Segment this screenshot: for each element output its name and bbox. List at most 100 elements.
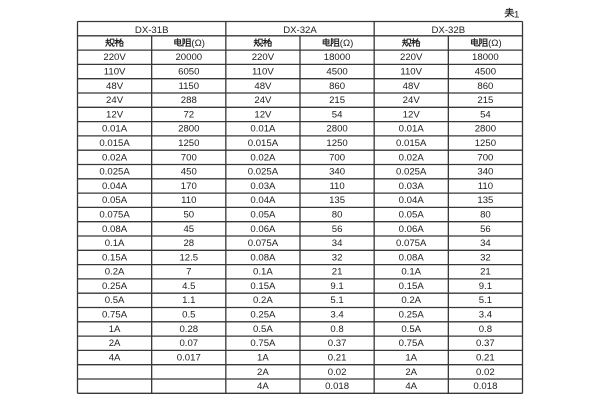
svg-text:220V: 220V xyxy=(400,52,423,63)
svg-text:DX-31B: DX-31B xyxy=(135,25,169,36)
svg-text:0.04A: 0.04A xyxy=(102,181,128,192)
svg-text:340: 340 xyxy=(329,167,345,178)
svg-text:28: 28 xyxy=(183,238,194,249)
svg-text:0.15A: 0.15A xyxy=(250,281,276,292)
svg-text:3.4: 3.4 xyxy=(479,310,493,321)
svg-text:0.05A: 0.05A xyxy=(399,210,425,221)
svg-text:21: 21 xyxy=(480,267,491,278)
svg-text:0.06A: 0.06A xyxy=(250,224,276,235)
svg-text:0.015A: 0.015A xyxy=(396,138,427,149)
svg-text:72: 72 xyxy=(183,109,194,120)
svg-text:0.02: 0.02 xyxy=(476,367,495,378)
svg-text:0.017: 0.017 xyxy=(177,353,201,364)
svg-text:2A: 2A xyxy=(405,367,417,378)
svg-text:2A: 2A xyxy=(109,338,121,349)
svg-text:12V: 12V xyxy=(403,109,421,120)
svg-text:0.5A: 0.5A xyxy=(401,324,421,335)
svg-text:0.37: 0.37 xyxy=(476,338,495,349)
svg-text:0.01A: 0.01A xyxy=(102,124,128,135)
svg-text:32: 32 xyxy=(332,252,343,263)
svg-text:0.75A: 0.75A xyxy=(102,310,128,321)
svg-text:18000: 18000 xyxy=(472,52,499,63)
svg-text:(Ω): (Ω) xyxy=(340,38,354,49)
svg-text:4.5: 4.5 xyxy=(182,281,195,292)
svg-text:170: 170 xyxy=(181,181,197,192)
svg-text:2800: 2800 xyxy=(178,124,199,135)
svg-text:56: 56 xyxy=(332,224,343,235)
svg-text:48V: 48V xyxy=(254,81,272,92)
svg-text:2800: 2800 xyxy=(326,124,347,135)
svg-text:6050: 6050 xyxy=(178,67,199,78)
svg-text:0.08A: 0.08A xyxy=(250,252,276,263)
svg-text:0.15A: 0.15A xyxy=(399,281,425,292)
svg-text:0.03A: 0.03A xyxy=(399,181,425,192)
svg-text:4A: 4A xyxy=(109,353,121,364)
svg-text:0.07: 0.07 xyxy=(179,338,198,349)
svg-text:0.75A: 0.75A xyxy=(399,338,425,349)
svg-text:220V: 220V xyxy=(252,52,275,63)
svg-text:0.025A: 0.025A xyxy=(99,167,130,178)
svg-text:0.15A: 0.15A xyxy=(102,252,128,263)
svg-text:0.04A: 0.04A xyxy=(399,195,425,206)
svg-text:0.015A: 0.015A xyxy=(248,138,279,149)
svg-text:0.01A: 0.01A xyxy=(399,124,425,135)
svg-text:220V: 220V xyxy=(103,52,126,63)
svg-text:56: 56 xyxy=(480,224,491,235)
svg-text:4A: 4A xyxy=(257,381,269,392)
svg-text:0.1A: 0.1A xyxy=(401,267,421,278)
svg-text:135: 135 xyxy=(329,195,345,206)
svg-text:0.25A: 0.25A xyxy=(250,310,276,321)
svg-text:24V: 24V xyxy=(254,95,272,106)
svg-text:20000: 20000 xyxy=(175,52,202,63)
svg-text:0.5A: 0.5A xyxy=(253,324,273,335)
svg-text:215: 215 xyxy=(477,95,493,106)
svg-text:0.018: 0.018 xyxy=(325,381,349,392)
svg-text:9.1: 9.1 xyxy=(330,281,343,292)
svg-text:54: 54 xyxy=(480,109,491,120)
svg-text:860: 860 xyxy=(477,81,493,92)
svg-text:110: 110 xyxy=(181,195,196,206)
svg-text:0.28: 0.28 xyxy=(179,324,198,335)
svg-text:12.5: 12.5 xyxy=(179,252,198,263)
svg-text:0.075A: 0.075A xyxy=(396,238,427,249)
svg-text:110: 110 xyxy=(329,181,344,192)
svg-text:12V: 12V xyxy=(106,109,124,120)
svg-text:110V: 110V xyxy=(252,67,274,78)
svg-text:0.025A: 0.025A xyxy=(396,167,427,178)
svg-text:0.018: 0.018 xyxy=(473,381,497,392)
svg-text:(Ω): (Ω) xyxy=(191,38,205,49)
svg-text:9.1: 9.1 xyxy=(479,281,492,292)
svg-text:0.25A: 0.25A xyxy=(399,310,425,321)
svg-text:1.1: 1.1 xyxy=(182,295,195,306)
svg-text:0.21: 0.21 xyxy=(328,353,347,364)
svg-text:0.02A: 0.02A xyxy=(399,152,425,163)
svg-text:54: 54 xyxy=(332,109,343,120)
svg-text:0.25A: 0.25A xyxy=(102,281,128,292)
svg-text:700: 700 xyxy=(329,152,345,163)
svg-text:0.06A: 0.06A xyxy=(399,224,425,235)
svg-text:110V: 110V xyxy=(104,67,126,78)
svg-text:1A: 1A xyxy=(109,324,121,335)
svg-text:0.2A: 0.2A xyxy=(253,295,273,306)
svg-text:0.08A: 0.08A xyxy=(102,224,128,235)
svg-text:110V: 110V xyxy=(400,67,422,78)
svg-text:0.2A: 0.2A xyxy=(105,267,125,278)
svg-text:0.05A: 0.05A xyxy=(250,210,276,221)
svg-text:(Ω): (Ω) xyxy=(488,38,502,49)
svg-text:4A: 4A xyxy=(405,381,417,392)
svg-text:1A: 1A xyxy=(257,353,269,364)
svg-text:DX-32B: DX-32B xyxy=(432,25,466,36)
svg-text:0.2A: 0.2A xyxy=(401,295,421,306)
svg-text:7: 7 xyxy=(186,267,191,278)
svg-text:110: 110 xyxy=(478,181,493,192)
svg-text:32: 32 xyxy=(480,252,491,263)
svg-text:48V: 48V xyxy=(106,81,124,92)
svg-text:288: 288 xyxy=(181,95,197,106)
svg-text:18000: 18000 xyxy=(324,52,351,63)
svg-text:1: 1 xyxy=(514,9,519,20)
svg-text:0.02: 0.02 xyxy=(328,367,347,378)
svg-text:700: 700 xyxy=(477,152,493,163)
svg-text:0.01A: 0.01A xyxy=(250,124,276,135)
svg-text:2800: 2800 xyxy=(475,124,496,135)
svg-text:0.75A: 0.75A xyxy=(250,338,276,349)
